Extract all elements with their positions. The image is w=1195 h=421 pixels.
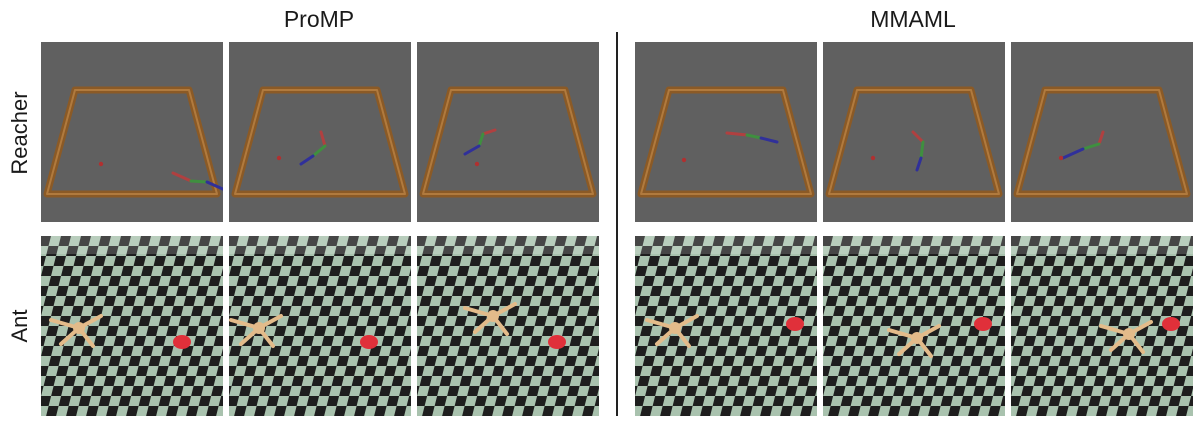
title-promp: ProMP [283, 6, 355, 32]
arena-frame-highlight [46, 89, 218, 195]
arm-link [1097, 130, 1105, 146]
ant-panel [229, 236, 411, 416]
arm-link [1081, 142, 1101, 151]
arena-frame-highlight [422, 89, 594, 195]
horizon-haze [1011, 236, 1193, 254]
ant-torso [253, 322, 265, 334]
arm-link [1061, 147, 1085, 160]
arm-link [911, 130, 925, 144]
reacher-panel [1011, 42, 1193, 222]
ant-panel [635, 236, 817, 416]
ant-goal-ball [786, 317, 804, 331]
arm-link [745, 133, 763, 140]
ant-torso [1123, 328, 1135, 340]
arm-link [463, 144, 481, 156]
arena-frame-highlight [234, 89, 406, 195]
reacher-panel [41, 42, 223, 222]
arm-link [759, 136, 779, 144]
reacher-panel [417, 42, 599, 222]
checkerboard-floor [417, 236, 599, 416]
arm-link [299, 154, 315, 166]
ant-torso [73, 322, 85, 334]
arm-link [311, 144, 327, 158]
horizon-haze [417, 236, 599, 254]
arm-link [919, 140, 925, 160]
ant-panel [417, 236, 599, 416]
row-label-reacher: Reacher [7, 91, 32, 175]
arm-link [205, 180, 223, 191]
reacher-panel [823, 42, 1005, 222]
arm-link [481, 128, 497, 136]
arena-frame-highlight [828, 89, 1000, 195]
horizon-haze [823, 236, 1005, 254]
goal-marker [1058, 155, 1064, 161]
ant-goal-ball [173, 335, 191, 349]
arena-frame-highlight [640, 89, 812, 195]
arm-link [189, 179, 209, 184]
goal-marker [474, 161, 480, 167]
ant-goal-ball [1162, 317, 1180, 331]
arm-link [477, 132, 485, 148]
arena-frame-highlight [1016, 89, 1188, 195]
group-divider [616, 32, 618, 416]
goal-marker [870, 155, 876, 161]
reacher-panel [229, 42, 411, 222]
horizon-haze [229, 236, 411, 254]
reacher-panel [635, 42, 817, 222]
arm-link [725, 131, 749, 137]
title-mmaml: MMAML [870, 6, 956, 32]
arm-link [319, 130, 327, 148]
ant-torso [669, 322, 681, 334]
horizon-haze [635, 236, 817, 254]
goal-marker [681, 157, 687, 163]
ant-goal-ball [548, 335, 566, 349]
horizon-haze [41, 236, 223, 254]
row-label-ant: Ant [7, 309, 32, 343]
ant-goal-ball [974, 317, 992, 331]
ant-panel [41, 236, 223, 416]
ant-torso [911, 332, 923, 344]
ant-panel [1011, 236, 1193, 416]
goal-marker [98, 161, 104, 167]
goal-marker [276, 155, 282, 161]
ant-torso [487, 310, 499, 322]
arm-link [915, 156, 923, 172]
ant-goal-ball [360, 335, 378, 349]
ant-panel [823, 236, 1005, 416]
arm-link [171, 171, 193, 183]
